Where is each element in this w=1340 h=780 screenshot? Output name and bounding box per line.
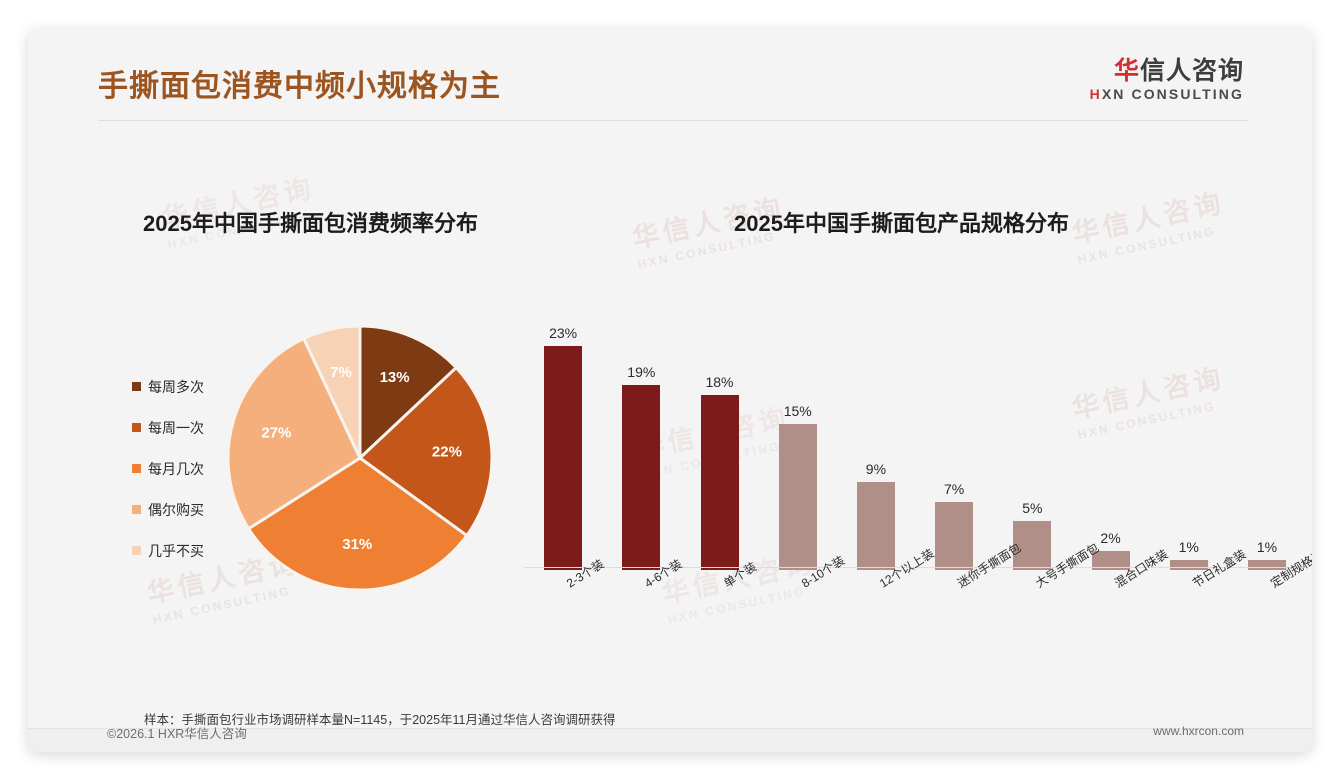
legend-item[interactable]: 偶尔购买 xyxy=(132,489,204,530)
bar-value-label: 7% xyxy=(944,480,965,497)
logo-chinese-red: 华 xyxy=(1113,57,1140,85)
legend-item[interactable]: 每周多次 xyxy=(132,366,204,407)
pie-chart-svg: 13% 22% 31% 27% 7% xyxy=(226,324,494,592)
pie-chart: 13% 22% 31% 27% 7% xyxy=(226,324,494,592)
pie-slice-label: 13% xyxy=(380,369,410,386)
pie-slice[interactable] xyxy=(357,365,494,538)
bar-x-label-slot: 12个以上装 xyxy=(837,546,936,663)
bar-item[interactable]: 15% xyxy=(759,280,837,570)
pie-slice-label: 31% xyxy=(342,536,372,553)
bar-x-label-slot: 迷你手撕面包 xyxy=(915,541,1023,663)
bar-item[interactable]: 1% xyxy=(1150,280,1228,570)
bar-value-label: 1% xyxy=(1256,539,1278,556)
bar-value-label: 15% xyxy=(783,402,812,419)
bar-value-label: 23% xyxy=(549,324,578,341)
legend-item-label: 每月几次 xyxy=(148,460,204,477)
logo-english-rest: XN CONSULTING xyxy=(1101,86,1244,103)
bar-item[interactable]: 5% xyxy=(993,280,1071,570)
legend-swatch-icon xyxy=(132,382,141,391)
bar-item[interactable]: 18% xyxy=(680,280,758,570)
legend-swatch-icon xyxy=(132,464,141,473)
pie-slice-label: 27% xyxy=(261,425,291,442)
bar-chart: 23% 19% 18% 15% 9% 7% 5% 2% 1% 1% xyxy=(524,280,1306,570)
pie-slice[interactable] xyxy=(301,324,362,459)
legend-item[interactable]: 每月几次 xyxy=(132,448,204,489)
bar-chart-axis-line xyxy=(524,567,1306,568)
sample-note: 样本：手撕面包行业市场调研样本量N=1145，于2025年11月通过华信人咨询调… xyxy=(144,713,616,727)
bar-x-label-slot: 混合口味装 xyxy=(1071,547,1170,663)
logo-english-red: H xyxy=(1089,86,1102,103)
page-title: 手撕面包消费中频小规格为主 xyxy=(98,70,501,103)
bar-x-label-slot: 节日礼盒装 xyxy=(1150,547,1248,663)
bar-rect[interactable] xyxy=(1091,550,1130,570)
company-logo: 华信人咨询 HXN CONSULTING xyxy=(1090,58,1244,102)
bar-rect[interactable] xyxy=(622,384,661,570)
bar-rect[interactable] xyxy=(544,345,583,570)
footer-copyright: ©2026.1 HXR华信人咨询 xyxy=(107,727,247,741)
logo-chinese-rest: 信人咨询 xyxy=(1139,57,1244,85)
header-divider xyxy=(98,120,1248,121)
bar-x-label-slot: 4-6个装 xyxy=(602,557,684,663)
watermark: 华信人咨询 HXN CONSULTING xyxy=(1068,181,1231,267)
bar-item[interactable]: 23% xyxy=(524,280,602,570)
legend-item[interactable]: 几乎不买 xyxy=(132,530,204,571)
legend-item[interactable]: 每周一次 xyxy=(132,407,204,448)
bar-chart-x-axis-labels: 2-3个装 4-6个装 单个装 8-10个装 12个以上装 迷你手撕面包 大号手撕面包 混合口… xyxy=(524,541,1312,663)
pie-slice-label: 7% xyxy=(330,364,352,381)
bar-value-label: 9% xyxy=(865,461,887,478)
bar-rect[interactable] xyxy=(935,501,974,570)
bar-chart-title: 2025年中国手撕面包产品规格分布 xyxy=(734,211,1069,236)
legend-item-label: 偶尔购买 xyxy=(148,501,204,518)
pie-legend: 每周多次每周一次每月几次偶尔购买几乎不买 xyxy=(132,366,204,571)
footer-website[interactable]: www.hxrcon.com xyxy=(1153,724,1244,738)
logo-english-text: HXN CONSULTING xyxy=(1090,86,1244,102)
bar-rect[interactable] xyxy=(1169,560,1208,570)
bar-item[interactable]: 7% xyxy=(915,280,993,570)
footer-divider xyxy=(28,728,1312,729)
bar-value-label: 19% xyxy=(627,363,656,380)
bar-x-label-slot: 2-3个装 xyxy=(524,557,606,663)
bar-item[interactable]: 9% xyxy=(837,280,915,570)
bar-item[interactable]: 1% xyxy=(1228,280,1306,570)
bar-item[interactable]: 2% xyxy=(1071,280,1149,570)
pie-slice[interactable] xyxy=(246,456,469,592)
watermark-cn: 华信人咨询 xyxy=(1069,187,1228,250)
slide-header: 手撕面包消费中频小规格为主 华信人咨询 HXN CONSULTING xyxy=(28,28,1312,128)
bar-x-label-slot: 8-10个装 xyxy=(759,553,847,663)
bar-item[interactable]: 19% xyxy=(602,280,680,570)
pie-slice[interactable] xyxy=(226,336,362,531)
bar-x-label-slot: 大号手撕面包 xyxy=(993,541,1101,663)
bar-value-label: 1% xyxy=(1178,539,1199,556)
bar-rect[interactable] xyxy=(1247,560,1286,570)
legend-item-label: 几乎不买 xyxy=(148,542,204,559)
bar-value-label: 18% xyxy=(705,373,734,390)
bar-rect[interactable] xyxy=(778,423,817,570)
bar-x-label-slot: 定制规格装 xyxy=(1228,547,1312,663)
watermark-en: HXN CONSULTING xyxy=(1076,223,1218,267)
bar-rect[interactable] xyxy=(856,482,895,570)
pie-slice[interactable] xyxy=(358,324,459,462)
legend-swatch-icon xyxy=(132,423,141,432)
bar-series: 23% 19% 18% 15% 9% 7% 5% 2% 1% 1% xyxy=(524,280,1306,570)
bar-x-label-slot: 单个装 xyxy=(680,560,759,663)
bar-value-label: 2% xyxy=(1100,529,1121,546)
legend-swatch-icon xyxy=(132,546,141,555)
legend-swatch-icon xyxy=(132,505,141,514)
legend-item-label: 每周一次 xyxy=(148,419,204,436)
legend-item-label: 每周多次 xyxy=(148,378,204,395)
logo-chinese-text: 华信人咨询 xyxy=(1090,58,1244,84)
bar-rect[interactable] xyxy=(1013,521,1052,570)
bar-rect[interactable] xyxy=(700,394,739,570)
pie-chart-title: 2025年中国手撕面包消费频率分布 xyxy=(143,211,478,236)
bar-value-label: 5% xyxy=(1022,500,1043,517)
slide-canvas: 手撕面包消费中频小规格为主 华信人咨询 HXN CONSULTING 华信人咨询… xyxy=(28,28,1312,752)
pie-slice-label: 22% xyxy=(432,443,462,460)
footer-bar xyxy=(28,729,1312,752)
